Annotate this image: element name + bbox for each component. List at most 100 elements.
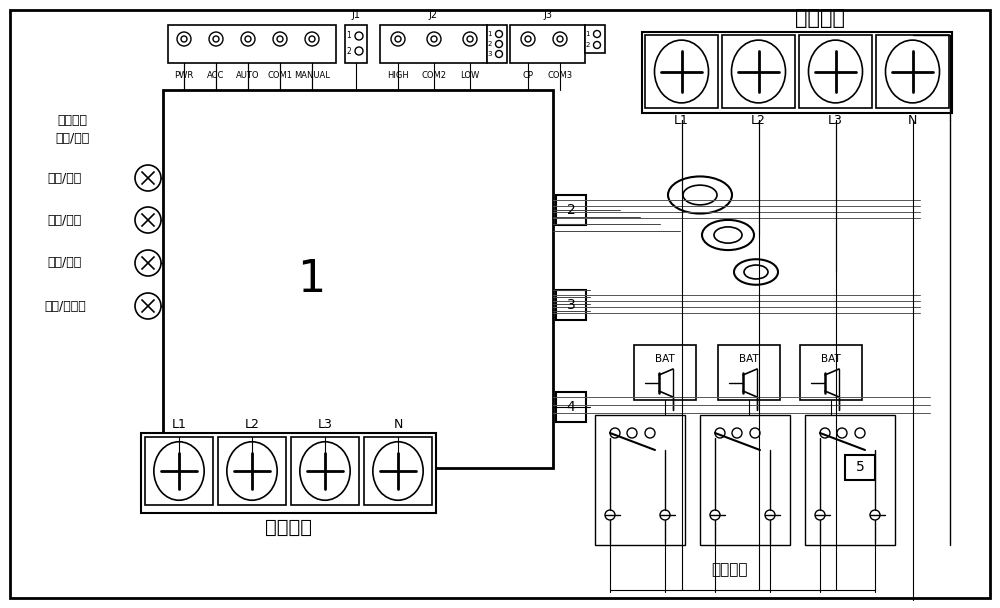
Bar (799, 35, 872, 108)
Bar (145, 437, 213, 505)
Text: 5: 5 (856, 460, 864, 474)
Circle shape (177, 32, 191, 46)
Text: J3: J3 (543, 10, 552, 20)
Text: COM2: COM2 (422, 71, 446, 80)
Circle shape (245, 36, 251, 42)
Bar (364, 437, 432, 505)
Ellipse shape (744, 265, 768, 279)
Text: L2: L2 (245, 418, 259, 432)
Text: L3: L3 (828, 114, 843, 126)
Ellipse shape (734, 259, 778, 285)
Text: CP: CP (522, 71, 534, 80)
Circle shape (391, 32, 405, 46)
Circle shape (765, 510, 775, 520)
Text: PWR: PWR (174, 71, 194, 80)
Circle shape (305, 32, 319, 46)
Text: 1: 1 (297, 258, 325, 300)
Circle shape (855, 428, 865, 438)
Text: 2: 2 (586, 42, 590, 48)
Text: 3: 3 (567, 298, 575, 312)
Circle shape (213, 36, 219, 42)
Bar (141, 433, 436, 513)
Circle shape (431, 36, 437, 42)
Circle shape (553, 32, 567, 46)
Text: BAT: BAT (821, 354, 841, 364)
Text: BAT: BAT (655, 354, 675, 364)
Circle shape (355, 47, 363, 55)
Circle shape (525, 36, 531, 42)
Circle shape (209, 32, 223, 46)
Bar (805, 415, 895, 545)
Bar (800, 345, 862, 400)
Ellipse shape (683, 185, 717, 205)
Text: 2: 2 (346, 46, 351, 55)
Ellipse shape (654, 40, 709, 103)
Bar (556, 392, 586, 422)
Bar (487, 25, 507, 63)
Circle shape (467, 36, 473, 42)
Bar (556, 290, 586, 320)
Text: 4: 4 (567, 400, 575, 414)
Text: J1: J1 (352, 10, 360, 20)
Bar (291, 437, 359, 505)
Text: 2: 2 (488, 41, 492, 47)
Text: 1: 1 (488, 31, 492, 37)
Bar (585, 25, 605, 53)
Circle shape (463, 32, 477, 46)
Circle shape (521, 32, 535, 46)
Ellipse shape (714, 227, 742, 243)
Text: BAT: BAT (739, 354, 759, 364)
Text: 2: 2 (567, 203, 575, 217)
Circle shape (837, 428, 847, 438)
Text: L1: L1 (674, 114, 689, 126)
Circle shape (135, 250, 161, 276)
Text: L1: L1 (172, 418, 186, 432)
Ellipse shape (808, 40, 863, 103)
Circle shape (135, 165, 161, 191)
Bar (722, 35, 795, 108)
Text: L3: L3 (318, 418, 332, 432)
Text: 电源输出: 电源输出 (265, 517, 312, 536)
Circle shape (750, 428, 760, 438)
Circle shape (815, 510, 825, 520)
Text: ACC: ACC (207, 71, 225, 80)
Circle shape (309, 36, 315, 42)
Text: 短路/漏电: 短路/漏电 (48, 257, 82, 269)
Bar (380, 25, 487, 63)
Ellipse shape (154, 442, 204, 500)
Text: 输出控制: 输出控制 (712, 562, 748, 578)
Text: MANUAL: MANUAL (294, 71, 330, 80)
Circle shape (355, 32, 363, 40)
Ellipse shape (668, 176, 732, 213)
Text: COM1: COM1 (268, 71, 292, 80)
Text: COM3: COM3 (547, 71, 573, 80)
Text: 过压/欠压: 过压/欠压 (48, 171, 82, 184)
Circle shape (594, 30, 600, 38)
Circle shape (715, 428, 725, 438)
Bar (595, 415, 685, 545)
Circle shape (645, 428, 655, 438)
Bar (700, 415, 790, 545)
Bar (634, 345, 696, 400)
Text: 缺相/不平衡: 缺相/不平衡 (44, 300, 86, 313)
Circle shape (732, 428, 742, 438)
Text: 1: 1 (586, 31, 590, 37)
Ellipse shape (731, 40, 786, 103)
Circle shape (181, 36, 187, 42)
Circle shape (594, 41, 600, 49)
Text: N: N (908, 114, 917, 126)
Circle shape (496, 41, 503, 47)
Circle shape (496, 30, 503, 38)
Text: LOW: LOW (460, 71, 480, 80)
Text: 电源输入: 电源输入 (795, 8, 845, 28)
Circle shape (627, 428, 637, 438)
Text: 状态指示: 状态指示 (57, 114, 87, 126)
Bar (163, 90, 553, 468)
Bar (556, 195, 586, 225)
Circle shape (557, 36, 563, 42)
Circle shape (660, 510, 670, 520)
Text: 1: 1 (346, 32, 351, 41)
Circle shape (277, 36, 283, 42)
Text: 常亮/闪烁: 常亮/闪烁 (55, 131, 89, 145)
Circle shape (605, 510, 615, 520)
